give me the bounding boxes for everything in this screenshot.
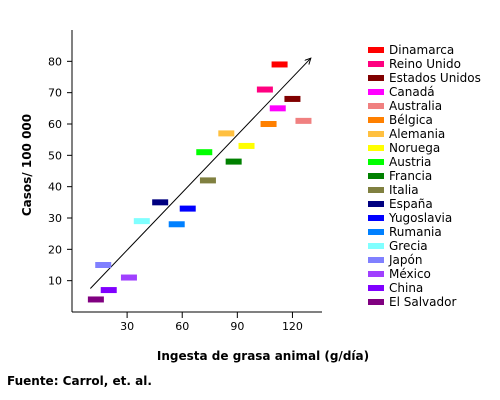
legend-label: Grecia [389, 239, 428, 253]
legend-swatch [368, 285, 384, 291]
legend-label: Reino Unido [389, 57, 461, 71]
data-point [260, 121, 277, 127]
legend-label: Rumania [389, 225, 442, 239]
data-point [133, 218, 150, 225]
legend-swatch [368, 201, 384, 207]
legend-swatch [368, 187, 384, 193]
data-point [196, 149, 213, 156]
legend-label: Bélgica [389, 113, 433, 127]
data-point [295, 117, 312, 124]
legend-swatch [368, 159, 384, 165]
data-point [95, 262, 112, 268]
x-axis-title: Ingesta de grasa animal (g/día) [157, 349, 369, 363]
x-tick-label: 30 [120, 320, 134, 333]
legend-swatch [368, 271, 384, 277]
legend-swatch [368, 173, 384, 179]
legend-label: Japón [388, 253, 422, 267]
data-point [199, 177, 216, 184]
trendline-group [90, 58, 310, 289]
legend-label: Dinamarca [389, 43, 454, 57]
data-point [256, 86, 273, 93]
x-tick-label: 120 [282, 320, 303, 333]
data-point [218, 130, 235, 137]
data-point [100, 287, 117, 294]
y-tick-label: 50 [48, 149, 62, 162]
legend-swatch [368, 299, 384, 305]
legend-swatch [368, 145, 384, 151]
legend-label: Canadá [389, 85, 435, 99]
data-points [87, 61, 312, 303]
legend-swatch [368, 61, 384, 67]
data-point [87, 296, 104, 303]
data-point [271, 61, 288, 68]
legend-label: Francia [389, 169, 432, 183]
y-tick-label: 10 [48, 275, 62, 288]
y-axis-ticks: 10 20 30 40 50 60 70 80 [48, 55, 72, 288]
data-point [179, 205, 196, 212]
legend-swatch [368, 229, 384, 235]
y-tick-label: 20 [48, 243, 62, 256]
trendline [90, 58, 310, 289]
y-tick-label: 30 [48, 212, 62, 225]
x-tick-label: 60 [175, 320, 189, 333]
legend-swatch [368, 75, 384, 81]
data-point [269, 105, 286, 112]
legend-label: México [389, 267, 431, 281]
legend-swatch [368, 243, 384, 249]
y-tick-label: 70 [48, 87, 62, 100]
legend-swatch [368, 103, 384, 109]
legend-swatch [368, 215, 384, 221]
data-point [120, 274, 137, 281]
legend-label: China [389, 281, 423, 295]
data-point [168, 221, 185, 228]
data-point [238, 142, 255, 149]
legend-swatch [368, 117, 384, 123]
y-tick-label: 40 [48, 181, 62, 194]
legend-swatch [368, 89, 384, 95]
legend-label: Noruega [389, 141, 440, 155]
y-tick-label: 80 [48, 55, 62, 68]
legend-label: España [389, 197, 433, 211]
y-tick-label: 60 [48, 118, 62, 131]
legend-label: Italia [389, 183, 419, 197]
data-point [152, 199, 169, 206]
data-point [225, 158, 242, 165]
legend-swatch [368, 131, 384, 137]
data-point [284, 95, 301, 102]
y-axis-title: Casos/ 100 000 [20, 114, 34, 216]
legend-label: Austria [389, 155, 431, 169]
legend-swatch [368, 257, 384, 263]
legend-swatch [368, 47, 384, 53]
x-tick-label: 90 [230, 320, 244, 333]
legend-label: Australia [389, 99, 442, 113]
legend-label: El Salvador [389, 295, 456, 309]
legend-label: Alemania [389, 127, 445, 141]
x-axis-ticks: 30 60 90 120 [120, 312, 303, 333]
source-note: Fuente: Carrol, et. al. [7, 374, 152, 388]
legend-label: Estados Unidos [389, 71, 481, 85]
legend-label: Yugoslavia [388, 211, 452, 225]
